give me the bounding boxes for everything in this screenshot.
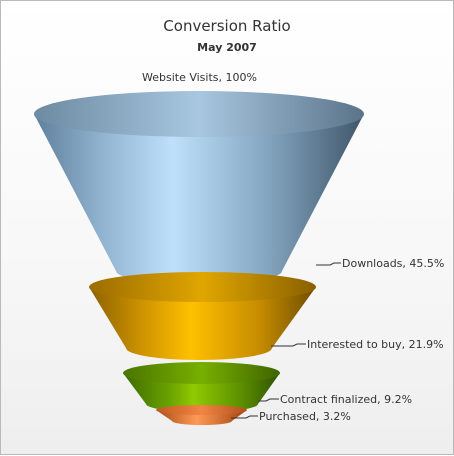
funnel-segment-website-visits [34, 91, 364, 284]
leader-line-downloads [316, 262, 341, 266]
label-purchased: Purchased, 3.2% [259, 410, 351, 423]
chart-subtitle: May 2007 [197, 41, 257, 54]
chart-title: Conversion Ratio [163, 17, 291, 35]
leader-line-interested [271, 343, 306, 347]
leader-line-purchased [231, 415, 258, 419]
funnel-segment-interested-to-buy [89, 272, 316, 360]
leader-lines [231, 262, 341, 419]
label-website-visits: Website Visits, 100% [142, 71, 257, 84]
label-contract-finalized: Contract finalized, 9.2% [280, 393, 412, 406]
funnel-segment-contract-finalized [123, 362, 280, 412]
label-downloads: Downloads, 45.5% [342, 257, 444, 270]
label-interested-to-buy: Interested to buy, 21.9% [307, 338, 444, 351]
funnel-segment-purchased [156, 405, 247, 425]
leader-line-contract [258, 398, 279, 402]
